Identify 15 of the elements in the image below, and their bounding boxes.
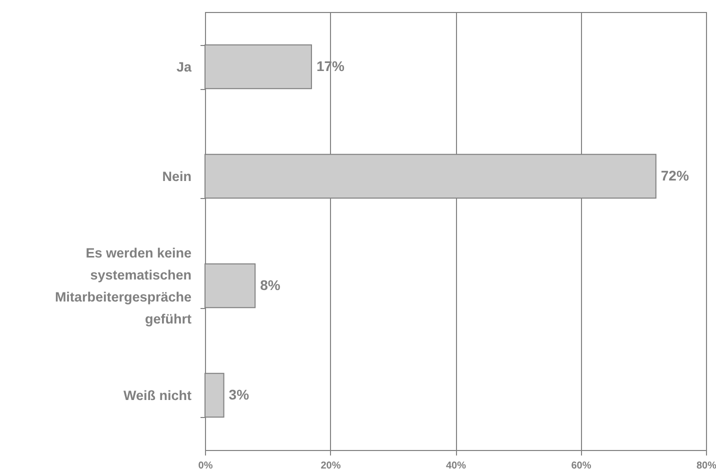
y-tick-label: Weiß nicht	[123, 388, 192, 403]
x-tick-label: 20%	[320, 460, 341, 472]
y-tick-label: Es werden keine systematischen Mitarbeitergespräche geführt	[54, 245, 192, 326]
bar	[204, 263, 256, 308]
bar	[204, 372, 224, 418]
data-label: 8%	[260, 276, 281, 293]
data-label: 72%	[660, 167, 690, 184]
y-tick-label: Ja	[176, 59, 192, 74]
data-label: 3%	[228, 386, 250, 402]
y-tick-label: Nein	[162, 168, 192, 184]
x-tick-label: 60%	[571, 460, 592, 472]
x-tick-label: 40%	[446, 460, 466, 472]
bar	[204, 44, 312, 90]
x-tick-label: 80%	[696, 460, 716, 472]
x-tick-label: 0%	[198, 460, 213, 472]
